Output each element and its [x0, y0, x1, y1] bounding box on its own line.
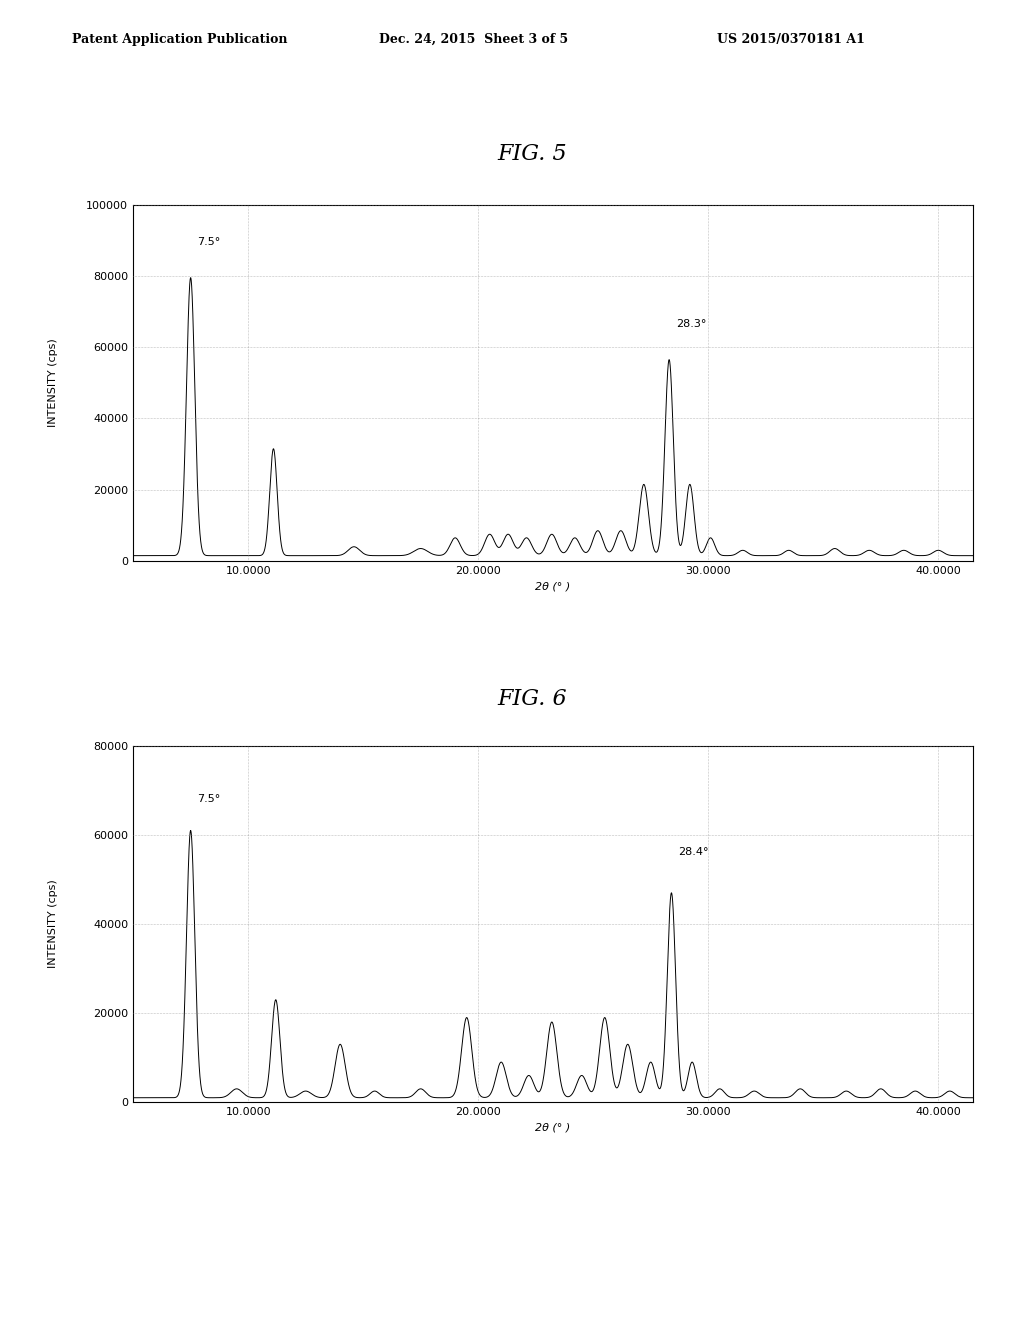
Y-axis label: INTENSITY (cps): INTENSITY (cps) — [47, 338, 57, 428]
Text: Dec. 24, 2015  Sheet 3 of 5: Dec. 24, 2015 Sheet 3 of 5 — [379, 33, 568, 46]
X-axis label: 2θ (° ): 2θ (° ) — [536, 581, 570, 591]
Text: Patent Application Publication: Patent Application Publication — [72, 33, 287, 46]
Text: FIG. 5: FIG. 5 — [498, 143, 567, 165]
Text: 28.3°: 28.3° — [676, 319, 707, 330]
Text: 7.5°: 7.5° — [198, 793, 221, 804]
Y-axis label: INTENSITY (cps): INTENSITY (cps) — [47, 879, 57, 969]
Text: US 2015/0370181 A1: US 2015/0370181 A1 — [717, 33, 864, 46]
Text: 28.4°: 28.4° — [678, 847, 709, 857]
Text: FIG. 6: FIG. 6 — [498, 688, 567, 710]
X-axis label: 2θ (° ): 2θ (° ) — [536, 1122, 570, 1133]
Text: 7.5°: 7.5° — [198, 238, 221, 247]
